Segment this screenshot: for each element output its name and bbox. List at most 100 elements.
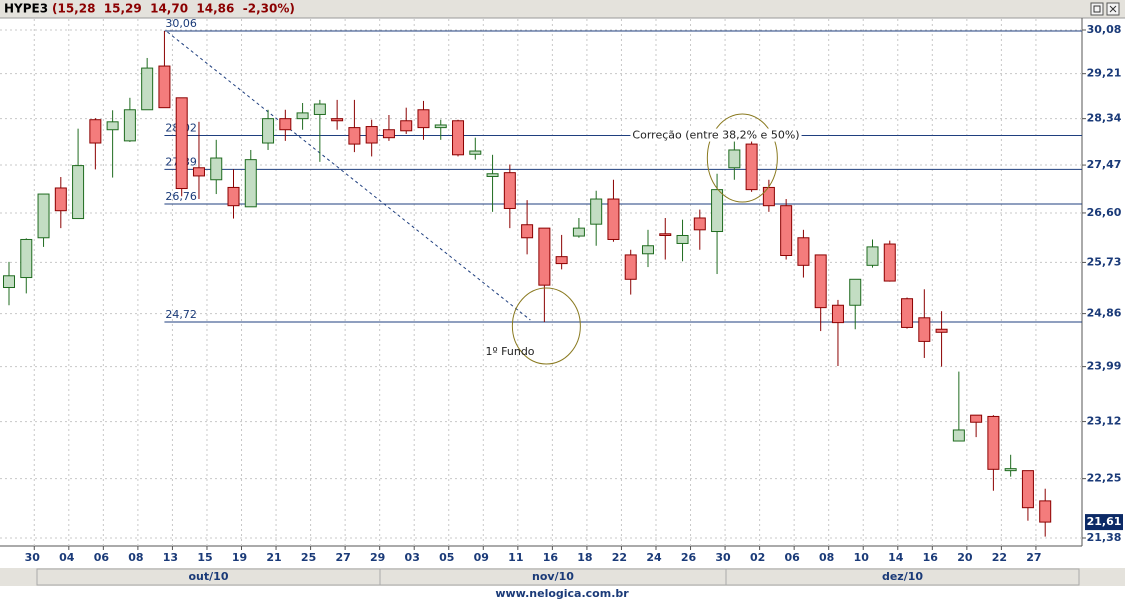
highlight-circle [511,287,581,365]
x-tick-label: 19 [232,551,247,564]
candle-body [227,186,240,207]
y-tick-label: 30,08 [1087,23,1122,36]
x-tick-label: 25 [301,551,316,564]
candle-body [486,173,499,177]
x-tick-label: 29 [370,551,385,564]
candle-body [400,120,413,132]
candle-body [417,109,430,129]
title-bar [0,0,1125,18]
x-tick-label: 06 [784,551,800,564]
candle-body [970,414,983,423]
candle-body [382,129,395,139]
candle-body [952,429,965,442]
x-tick-label: 30 [25,551,41,564]
candle-body [641,245,654,255]
candle-body [331,118,344,122]
x-tick-label: 22 [612,551,627,564]
candle-body [365,126,378,144]
candle-body [521,224,534,239]
candle-body [935,328,948,333]
candle-body [503,172,516,209]
candle-body [555,256,568,265]
y-tick-label: 23,12 [1087,415,1122,428]
candle-body [849,278,862,306]
candle-body [901,298,914,328]
candle-body [123,109,136,142]
candle-body [780,205,793,257]
candle-body [676,234,689,244]
candle-body [711,189,724,233]
y-tick-label: 26,60 [1087,206,1122,219]
candle-body [244,159,257,208]
x-tick-label: 04 [59,551,75,564]
candle-body [89,119,102,144]
x-tick-label: 16 [543,551,559,564]
level-label: 26,76 [165,190,197,203]
candle-body [262,118,275,144]
last-price-badge [1085,514,1123,531]
x-tick-label: 22 [992,551,1007,564]
y-tick-label: 24,86 [1087,307,1122,320]
symbol: HYPE3 [4,2,48,16]
candle-body [659,233,672,236]
maximize-button[interactable] [1090,2,1104,16]
month-cell [725,568,1080,586]
candle-body [1021,470,1034,509]
x-tick-label: 13 [163,551,178,564]
candle-body [296,112,309,120]
candle-body [210,157,223,181]
footer: www.nelogica.com.br [495,587,629,600]
candle-body [590,198,603,225]
candle-body [434,124,447,129]
candle-body [20,238,33,279]
candle-body [106,121,119,131]
x-tick-label: 10 [854,551,870,564]
x-tick-label: 20 [957,551,973,564]
y-tick-label: 23,99 [1087,360,1122,373]
candle-body [624,254,637,280]
candle-body [797,237,810,266]
x-tick-label: 06 [94,551,110,564]
candle-body [348,127,361,145]
candle-body [469,150,482,155]
x-tick-label: 03 [405,551,420,564]
month-label: out/10 [189,570,229,583]
month-label: dez/10 [882,570,923,583]
candle-body [728,149,741,169]
candle-body [987,415,1000,470]
x-tick-label: 27 [1026,551,1041,564]
annotation: 1º Fundo [485,345,534,358]
quote: (15,28 15,29 14,70 14,86 -2,30%) [52,2,295,16]
candle-body [452,120,465,156]
y-tick-label: 27,47 [1087,158,1122,171]
highlight-circle [706,113,778,203]
candle-body [158,65,171,109]
candle-body [3,275,15,289]
candle-body [1004,468,1017,472]
x-tick-label: 16 [923,551,939,564]
x-tick-label: 05 [439,551,454,564]
candle-body [538,227,551,286]
candle-body [1039,500,1052,523]
x-tick-label: 08 [128,551,143,564]
level-label: 30,06 [165,17,197,30]
x-tick-label: 02 [750,551,765,564]
annotation: Correção (entre 38,2% e 50%) [632,129,799,142]
candle-body [745,143,758,191]
candle-body [693,217,706,231]
x-tick-label: 27 [335,551,350,564]
candle-body [192,167,205,177]
annotation-bg [630,128,802,142]
x-tick-label: 21 [266,551,281,564]
candle-body [175,97,188,190]
candle-body [279,118,292,131]
x-tick-label: 15 [197,551,212,564]
x-tick-label: 18 [577,551,592,564]
maximize-icon [1093,5,1101,13]
candle-body [883,243,896,282]
y-tick-label: 25,73 [1087,255,1122,268]
candle-body [918,317,931,342]
y-tick-label: 28,34 [1087,112,1122,125]
candle-body [313,103,326,115]
